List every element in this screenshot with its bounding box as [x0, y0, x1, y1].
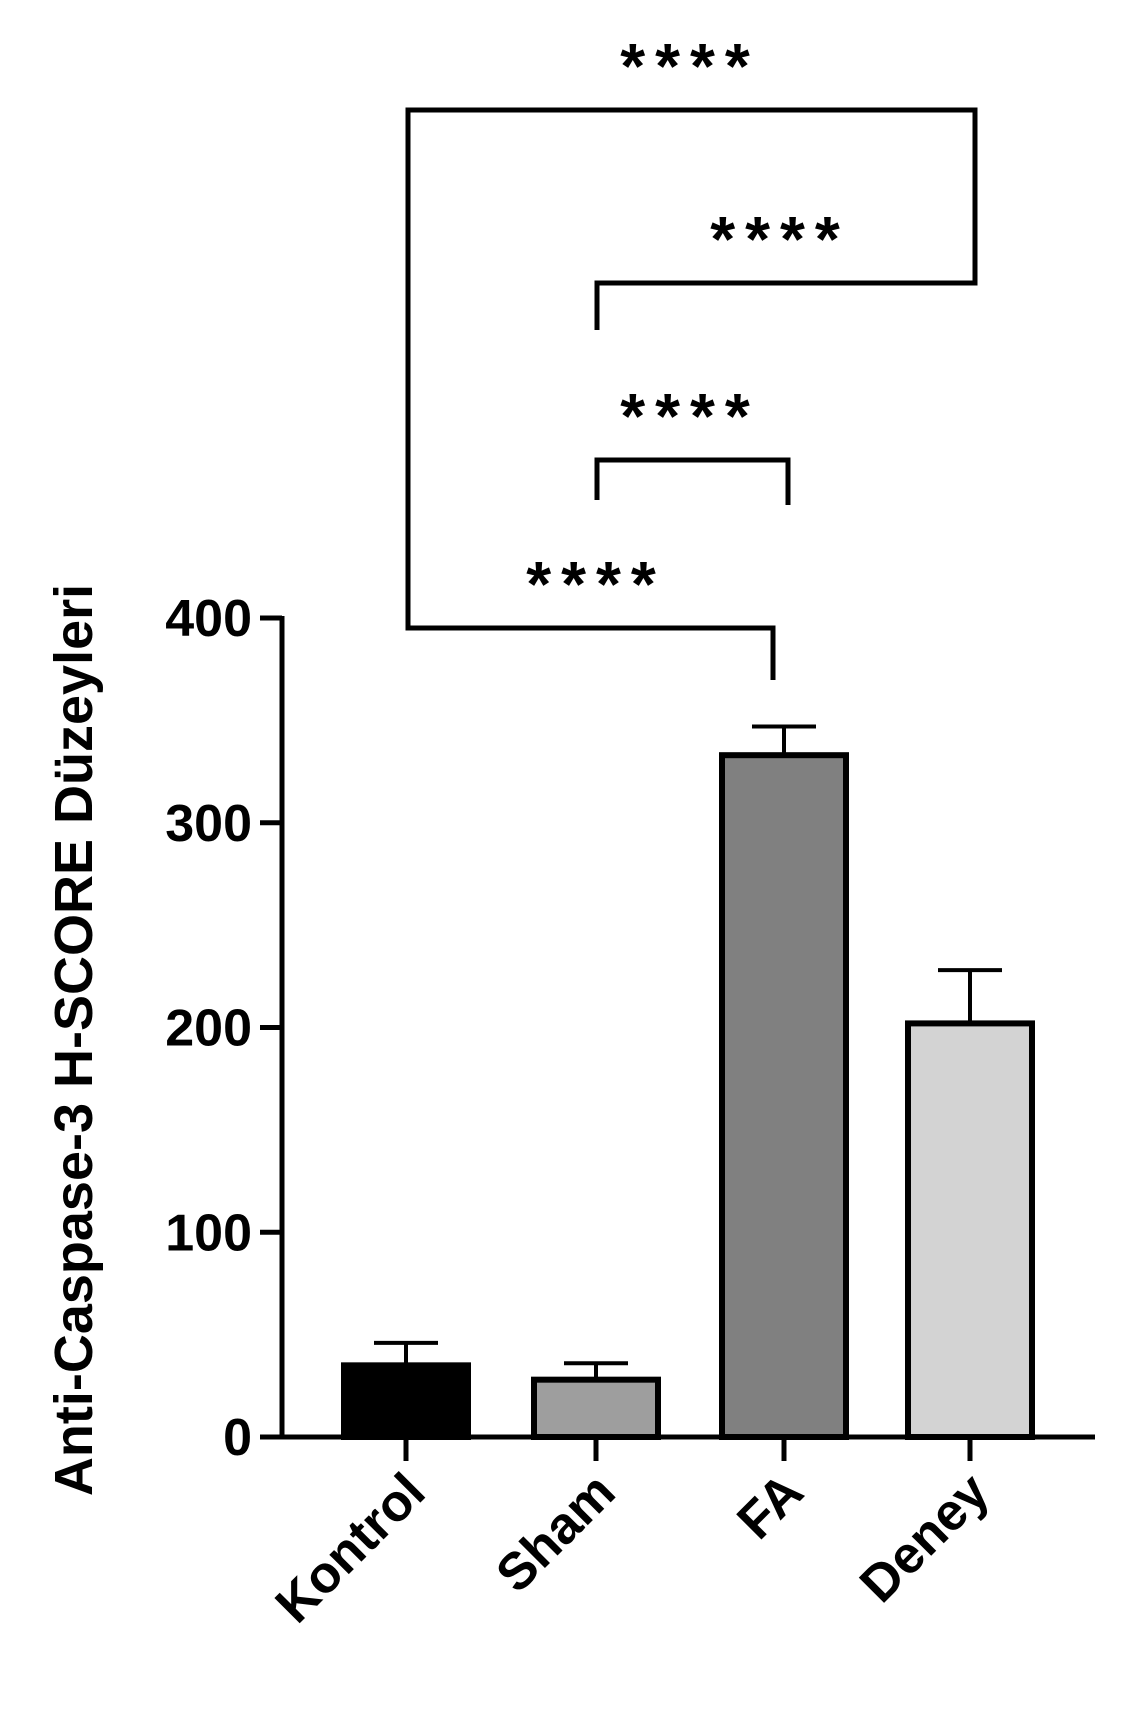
x-axis-labels: Kontrol Sham FA Deney	[265, 1462, 1001, 1634]
y-axis-ticks: 0 100 200 300 400	[165, 590, 282, 1467]
x-tick-label: Deney	[849, 1462, 1000, 1613]
y-tick-label: 200	[165, 1000, 252, 1058]
bar-deney	[905, 1020, 1035, 1441]
significance-brackets: **** **** **** ****	[405, 30, 978, 680]
y-tick-label: 100	[165, 1204, 252, 1262]
x-tick-label: FA	[726, 1462, 814, 1550]
y-axis-title: Anti-Caspase-3 H-SCORE Düzeyleri	[44, 584, 104, 1496]
significance-label: ****	[710, 203, 850, 275]
y-tick-label: 400	[165, 590, 252, 648]
y-tick-label: 300	[165, 795, 252, 853]
significance-label: ****	[526, 548, 666, 620]
significance-bracket	[405, 527, 776, 680]
significance-bracket	[405, 107, 978, 575]
bar-fa	[719, 752, 849, 1440]
significance-label: ****	[620, 30, 760, 102]
bars	[341, 724, 1035, 1461]
bar-sham	[531, 1376, 661, 1441]
bar-kontrol	[341, 1362, 471, 1441]
significance-bracket	[594, 457, 791, 505]
y-tick-label: 0	[223, 1409, 252, 1467]
x-tick-label: Sham	[485, 1462, 626, 1603]
significance-label: ****	[620, 380, 760, 452]
significance-bracket	[594, 235, 978, 330]
x-tick-label: Kontrol	[265, 1462, 437, 1634]
